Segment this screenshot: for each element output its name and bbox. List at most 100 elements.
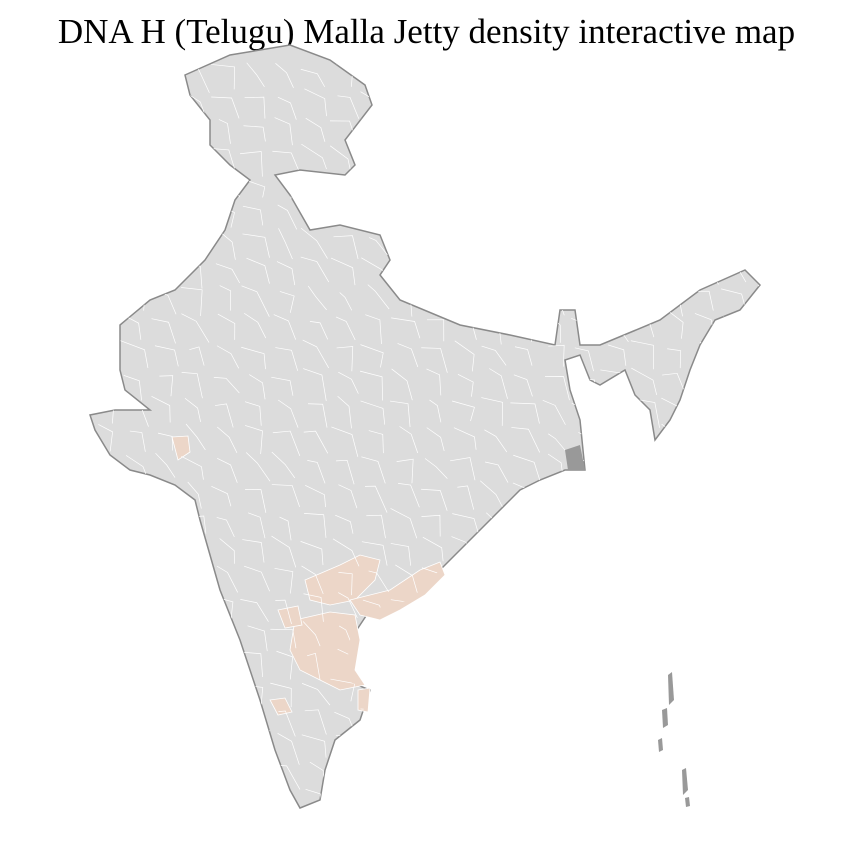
district-border	[426, 319, 445, 342]
district-border	[660, 649, 688, 675]
district-border	[245, 452, 271, 482]
island	[658, 738, 663, 752]
district-border	[304, 88, 327, 117]
district-border	[188, 621, 204, 649]
district-border	[429, 624, 449, 652]
district-border	[127, 94, 142, 121]
district-border	[661, 482, 687, 512]
district-border	[212, 682, 237, 703]
district-border	[244, 401, 262, 426]
district-border	[274, 117, 293, 146]
district-border	[364, 206, 386, 233]
district-border	[95, 623, 120, 649]
highlight-karnataka-south[interactable]	[269, 697, 293, 716]
district-border	[456, 682, 473, 705]
district-border	[211, 485, 232, 507]
district-border	[335, 734, 359, 760]
district-border	[215, 263, 240, 284]
district-border	[219, 285, 232, 311]
district-border	[426, 288, 444, 312]
district-border	[514, 571, 534, 594]
district-border	[479, 792, 502, 808]
district-border	[330, 257, 356, 286]
district-border	[723, 316, 747, 339]
district-border	[635, 455, 653, 480]
highlight-telangana[interactable]	[304, 554, 381, 606]
district-border	[120, 259, 150, 284]
district-border	[186, 599, 206, 625]
district-border	[599, 541, 630, 566]
district-border	[519, 623, 533, 647]
district-border	[665, 175, 684, 199]
district-border	[604, 426, 625, 454]
district-border	[305, 484, 326, 508]
district-border	[511, 596, 533, 625]
district-border	[300, 256, 330, 283]
district-border	[636, 149, 661, 171]
district-border	[694, 290, 714, 311]
district-border	[669, 312, 684, 339]
district-border	[275, 63, 294, 88]
district-border	[279, 516, 292, 541]
district-border	[721, 396, 745, 423]
district-border	[121, 119, 146, 146]
district-border	[120, 340, 149, 368]
district-border	[606, 709, 622, 732]
district-border	[212, 705, 237, 733]
highlight-gujarat[interactable]	[171, 435, 191, 461]
district-border	[337, 395, 352, 429]
district-border	[307, 173, 329, 204]
district-border	[543, 88, 565, 118]
district-border	[570, 790, 591, 808]
district-border	[95, 256, 119, 284]
andaman-islands[interactable]	[658, 672, 690, 807]
district-border	[544, 572, 564, 595]
district-border	[421, 347, 448, 373]
district-border	[156, 653, 180, 680]
district-border	[424, 256, 450, 287]
highlight-coastal-andhra[interactable]	[349, 561, 446, 621]
island	[682, 768, 688, 795]
district-border	[724, 676, 744, 705]
district-border	[180, 653, 201, 680]
district-border	[693, 795, 711, 808]
district-border	[390, 679, 413, 707]
district-border	[246, 257, 270, 284]
district-border	[570, 118, 594, 148]
district-border	[698, 229, 715, 258]
district-border	[185, 423, 206, 451]
district-border	[485, 461, 509, 483]
district-border	[129, 150, 145, 173]
district-border	[699, 395, 715, 425]
district-border	[151, 763, 175, 789]
district-border	[426, 206, 446, 227]
district-border	[609, 287, 625, 312]
district-border	[389, 400, 411, 428]
district-border	[276, 261, 296, 286]
district-border	[570, 205, 598, 227]
district-border	[426, 368, 442, 396]
district-border	[697, 537, 711, 567]
district-border	[668, 97, 689, 117]
district-border	[548, 344, 565, 367]
district-border	[241, 285, 270, 317]
district-border	[600, 178, 627, 205]
district-border	[398, 766, 420, 791]
district-border	[488, 89, 510, 118]
district-border	[457, 485, 475, 510]
district-border	[722, 762, 747, 791]
district-border	[631, 705, 653, 731]
district-border	[421, 488, 448, 511]
district-border	[331, 764, 354, 793]
district-border	[750, 401, 760, 427]
district-border	[154, 345, 179, 367]
district-border	[304, 513, 327, 538]
highlight-tn-north[interactable]	[357, 687, 371, 713]
district-border	[758, 510, 760, 534]
district-border	[212, 792, 232, 808]
district-border	[337, 95, 360, 119]
district-border	[574, 762, 594, 793]
district-border	[159, 375, 174, 397]
district-border	[242, 233, 270, 258]
